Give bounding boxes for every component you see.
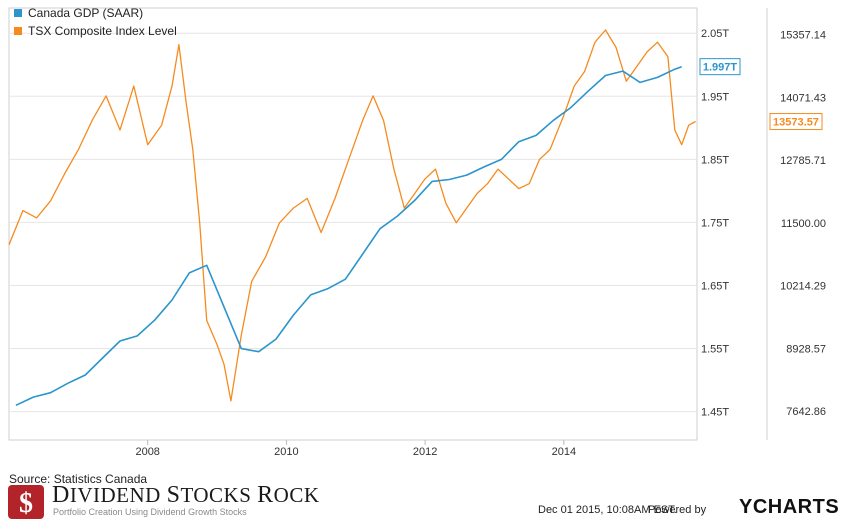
x-tick-label: 2014: [552, 446, 576, 458]
legend-label: TSX Composite Index Level: [28, 24, 177, 38]
series-line-tsx-composite: [8, 29, 696, 402]
legend: Canada GDP (SAAR) TSX Composite Index Lev…: [14, 6, 177, 38]
series-layer: [8, 29, 696, 407]
left-tick-label: 1.65T: [701, 280, 729, 292]
right-tick-label: 8928.57: [786, 343, 826, 355]
last-value-badge: [699, 58, 741, 76]
x-tick-label: 2012: [413, 446, 437, 458]
left-axis: 1.45T 1.55T 1.65T 1.75T 1.85T 1.95T 2.05T: [701, 28, 729, 418]
right-tick-label: 11500.00: [781, 218, 826, 230]
last-value-label: 13573.57: [773, 117, 819, 129]
left-tick-label: 1.85T: [701, 154, 729, 166]
plot-area: [8, 7, 698, 441]
brand-name: DIVIDEND STOCKS ROCK: [52, 482, 320, 508]
right-axis: 7642.86 8928.57 10214.29 11500.00 12785.71 14…: [780, 29, 826, 418]
powered-by-label: Powered by: [648, 504, 707, 516]
left-tick-label: 1.95T: [701, 91, 729, 103]
right-tick-label: 10214.29: [780, 281, 826, 293]
x-tick-label: 2010: [274, 446, 298, 458]
right-tick-label: 7642.86: [786, 406, 826, 418]
legend-swatch: [14, 9, 22, 17]
brand-tagline: Portfolio Creation Using Dividend Growth…: [53, 507, 247, 517]
chart: 2008 2010 2012 2014 1.45T 1.55T 1.65T 1.75T 1.8…: [8, 6, 826, 458]
dividend-stocks-rock-logo-icon: $: [8, 485, 44, 519]
legend-swatch: [14, 27, 22, 35]
last-value-label: 1.997T: [703, 62, 738, 74]
left-tick-label: 1.45T: [701, 407, 729, 419]
source-note: Source: Statistics Canada: [9, 472, 148, 486]
svg-text:$: $: [19, 488, 33, 519]
x-axis: 2008 2010 2012 2014: [135, 440, 576, 458]
series-line-canada-gdp: [15, 65, 682, 407]
grid: [9, 32, 697, 413]
left-tick-label: 1.55T: [701, 344, 729, 356]
x-tick-label: 2008: [135, 446, 159, 458]
left-tick-label: 1.75T: [701, 217, 729, 229]
right-tick-label: 12785.71: [780, 155, 826, 167]
last-value-badge: [769, 113, 823, 131]
ycharts-logo[interactable]: YCHARTS: [739, 496, 840, 518]
left-tick-label: 2.05T: [701, 28, 729, 40]
footer: Source: Statistics Canada $ DIVIDEND STO…: [0, 462, 850, 523]
value-badges: 1.997T 13573.57: [699, 58, 823, 131]
right-tick-label: 14071.43: [780, 92, 826, 104]
right-tick-label: 15357.14: [780, 29, 826, 41]
timestamp: Dec 01 2015, 10:08AM EST.: [538, 504, 677, 516]
legend-label: Canada GDP (SAAR): [28, 6, 143, 20]
